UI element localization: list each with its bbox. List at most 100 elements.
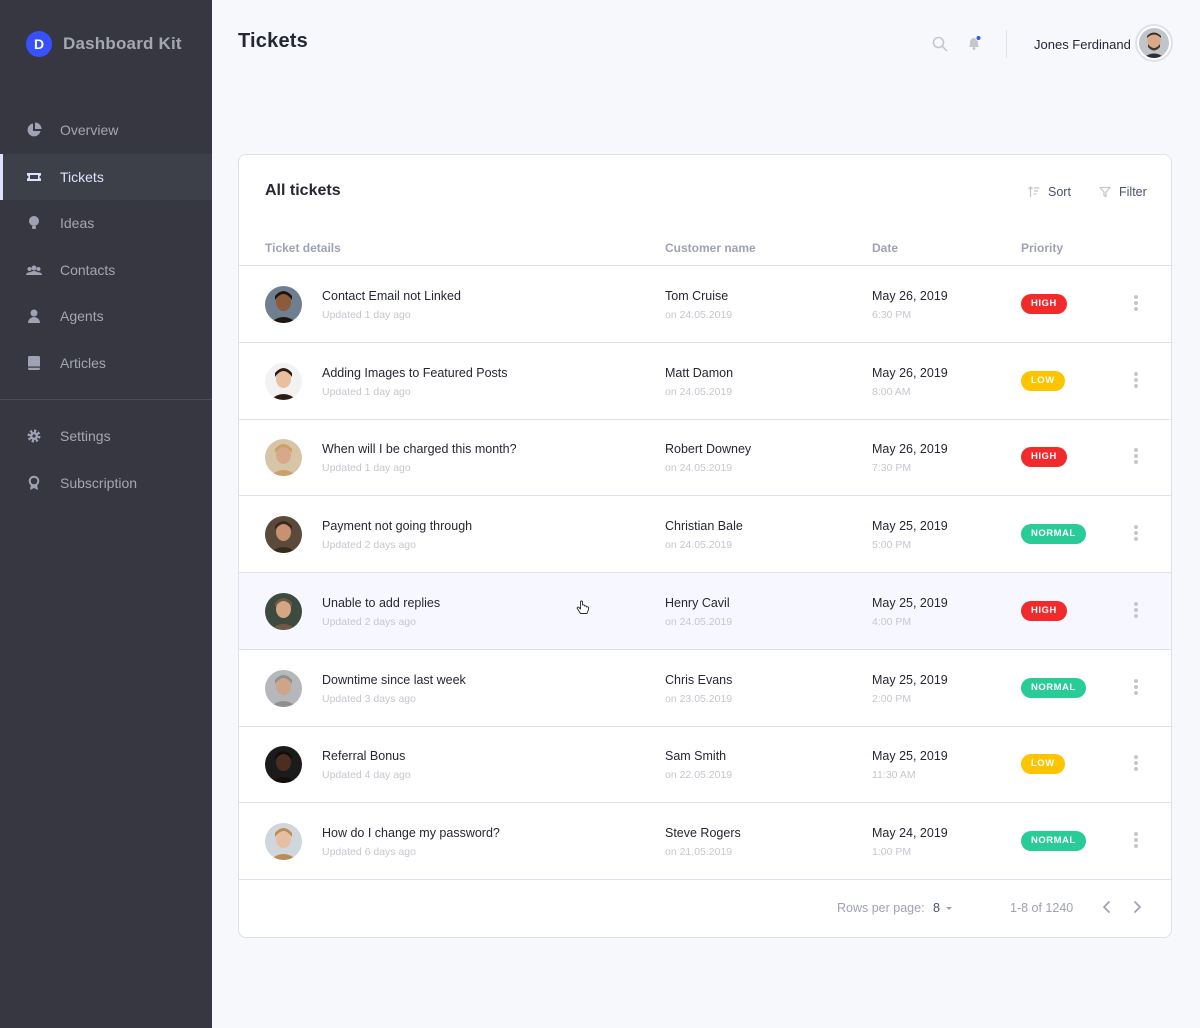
avatar[interactable] — [1135, 24, 1173, 62]
ticket-date: May 25, 2019 — [872, 595, 948, 610]
ticket-date: May 26, 2019 — [872, 365, 948, 380]
ticket-title[interactable]: When will I be charged this month? — [322, 442, 517, 457]
customer-date: on 24.05.2019 — [665, 385, 733, 398]
customer-name: Christian Bale — [665, 519, 743, 534]
sidebar-item-articles[interactable]: Articles — [0, 340, 212, 386]
ticket-date: May 26, 2019 — [872, 289, 948, 303]
page-title: Tickets — [238, 30, 308, 52]
customer-date: on 24.05.2019 — [665, 615, 733, 628]
more-options-icon[interactable] — [1130, 831, 1142, 851]
ticket-updated: Updated 2 days ago — [322, 615, 416, 628]
ticket-updated: Updated 1 day ago — [322, 385, 411, 398]
sort-label: Sort — [1048, 185, 1071, 199]
sidebar-item-tickets[interactable]: Tickets — [0, 154, 212, 200]
ticket-date: May 25, 2019 — [872, 519, 948, 534]
table-row[interactable]: Unable to add replies Updated 2 days ago H… — [239, 572, 1171, 650]
chevron-left-icon[interactable] — [1099, 899, 1115, 915]
ticket-time: 4:00 PM — [872, 615, 912, 628]
header-divider — [239, 265, 1171, 266]
rows-per-page-select[interactable]: 8 — [933, 901, 954, 915]
sidebar-item-label: Agents — [60, 308, 104, 324]
ticket-title[interactable]: How do I change my password? — [322, 825, 500, 840]
ticket-title[interactable]: Referral Bonus — [322, 749, 406, 764]
ticket-updated: Updated 6 days ago — [322, 845, 416, 858]
ticket-title[interactable]: Downtime since last week — [322, 672, 466, 687]
sidebar-item-label: Subscription — [60, 475, 138, 491]
sidebar-item-overview[interactable]: Overview — [0, 107, 212, 153]
sort-button[interactable]: Sort — [1028, 185, 1071, 199]
more-options-icon[interactable] — [1130, 371, 1142, 391]
table-row[interactable]: Adding Images to Featured Posts Updated 1… — [239, 343, 1171, 420]
sidebar-item-label: Articles — [60, 355, 106, 371]
ticket-title[interactable]: Unable to add replies — [322, 595, 441, 610]
table-row[interactable]: When will I be charged this month? Update… — [239, 419, 1171, 497]
bell-icon[interactable] — [966, 35, 982, 51]
ticket-time: 1:00 PM — [872, 845, 912, 858]
avatar — [265, 746, 302, 784]
avatar — [265, 286, 302, 323]
sidebar-item-settings[interactable]: Settings — [0, 413, 212, 459]
sidebar-divider — [0, 399, 212, 400]
header-divider — [1006, 30, 1007, 58]
more-options-icon[interactable] — [1130, 678, 1142, 698]
chevron-right-icon[interactable] — [1129, 899, 1145, 915]
ticket-title[interactable]: Contact Email not Linked — [322, 289, 461, 303]
sidebar-item-ideas[interactable]: Ideas — [0, 200, 212, 246]
brand-name: Dashboard Kit — [63, 34, 182, 53]
filter-button[interactable]: Filter — [1099, 185, 1147, 199]
customer-name: Tom Cruise — [665, 289, 729, 303]
more-options-icon[interactable] — [1130, 754, 1142, 774]
priority-badge: HIGH — [1021, 294, 1067, 314]
rows-per-page-label: Rows per page: — [837, 901, 925, 915]
more-options-icon[interactable] — [1130, 447, 1142, 467]
brand[interactable]: D Dashboard Kit — [26, 31, 182, 57]
customer-name: Henry Cavil — [665, 595, 730, 610]
customer-name: Steve Rogers — [665, 825, 741, 840]
table-row[interactable]: Payment not going through Updated 2 days … — [239, 496, 1171, 574]
customer-name: Matt Damon — [665, 365, 734, 380]
ticket-updated: Updated 3 days ago — [322, 692, 416, 705]
ticket-date: May 25, 2019 — [872, 749, 948, 764]
users-icon — [26, 265, 42, 275]
sort-icon — [1028, 186, 1040, 197]
ticket-date: May 25, 2019 — [872, 672, 948, 687]
ticket-title[interactable]: Payment not going through — [322, 519, 473, 534]
table-row[interactable]: Downtime since last week Updated 3 days a… — [239, 650, 1171, 727]
more-options-icon[interactable] — [1130, 294, 1142, 314]
table-row[interactable]: Contact Email not Linked Updated 1 day ag… — [239, 266, 1171, 343]
gear-icon — [27, 429, 41, 443]
column-header-date[interactable]: Date — [872, 241, 899, 255]
table-row[interactable]: Referral Bonus Updated 4 day ago Sam Smith… — [239, 726, 1171, 804]
tickets-card: All tickets Sort Filter Ticket details C… — [238, 154, 1172, 938]
brand-logo: D — [26, 31, 52, 57]
ticket-date: May 26, 2019 — [872, 442, 948, 457]
customer-date: on 22.05.2019 — [665, 769, 733, 782]
customer-name: Robert Downey — [665, 442, 752, 457]
column-header-customer-name[interactable]: Customer name — [665, 241, 756, 255]
sidebar-item-subscription[interactable]: Subscription — [0, 460, 212, 506]
ticket-time: 11:30 AM — [872, 769, 916, 782]
search-icon[interactable] — [932, 36, 948, 52]
column-header-priority[interactable]: Priority — [1021, 241, 1064, 255]
caret-down-icon — [945, 907, 952, 910]
ticket-title[interactable]: Adding Images to Featured Posts — [322, 365, 508, 380]
column-header-ticket-details[interactable]: Ticket details — [265, 241, 341, 255]
sidebar-item-label: Settings — [60, 428, 111, 444]
ticket-time: 5:00 PM — [872, 539, 912, 552]
sidebar-item-agents[interactable]: Agents — [0, 293, 212, 339]
user-name[interactable]: Jones Ferdinand — [1034, 37, 1131, 52]
ticket-time: 6:30 PM — [872, 309, 912, 321]
priority-badge: HIGH — [1021, 600, 1067, 621]
sidebar-item-contacts[interactable]: Contacts — [0, 247, 212, 293]
customer-date: on 23.05.2019 — [665, 692, 733, 705]
priority-badge: LOW — [1021, 754, 1065, 775]
more-options-icon[interactable] — [1130, 524, 1142, 544]
agent-icon — [28, 309, 40, 323]
ticket-icon — [27, 173, 41, 181]
more-options-icon[interactable] — [1130, 601, 1142, 621]
ticket-time: 2:00 PM — [872, 692, 912, 705]
table-row[interactable]: How do I change my password? Updated 6 da… — [239, 803, 1171, 880]
filter-icon — [1099, 186, 1111, 198]
avatar — [265, 669, 302, 707]
ticket-date: May 24, 2019 — [872, 825, 948, 840]
